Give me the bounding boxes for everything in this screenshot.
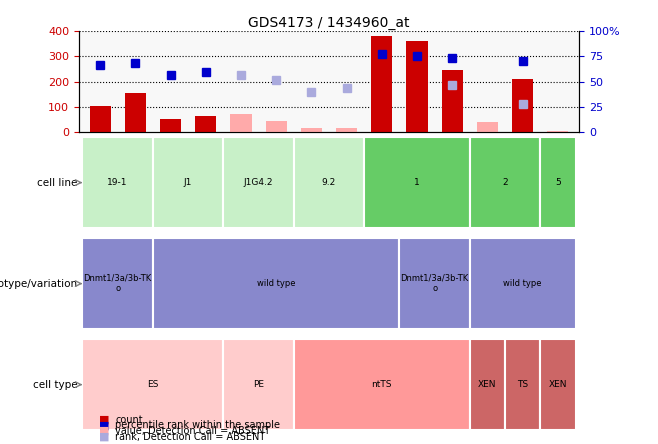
Text: rank, Detection Call = ABSENT: rank, Detection Call = ABSENT: [115, 432, 265, 442]
FancyBboxPatch shape: [505, 339, 540, 430]
Text: ■: ■: [99, 420, 109, 430]
Bar: [89, 106, 111, 132]
Bar: [407, 41, 428, 132]
Text: PE: PE: [253, 380, 264, 389]
Text: value, Detection Call = ABSENT: value, Detection Call = ABSENT: [115, 426, 270, 436]
Bar: [160, 119, 181, 132]
FancyBboxPatch shape: [399, 238, 470, 329]
Bar: [512, 79, 533, 132]
Text: cell type: cell type: [33, 380, 77, 390]
FancyBboxPatch shape: [82, 339, 223, 430]
FancyBboxPatch shape: [82, 238, 153, 329]
Text: Dnmt1/3a/3b-TK
o: Dnmt1/3a/3b-TK o: [401, 274, 468, 293]
Text: GDS4173 / 1434960_at: GDS4173 / 1434960_at: [248, 16, 410, 30]
Text: 5: 5: [555, 178, 561, 187]
FancyBboxPatch shape: [470, 137, 540, 228]
FancyBboxPatch shape: [153, 137, 223, 228]
FancyBboxPatch shape: [153, 238, 399, 329]
Text: J1G4.2: J1G4.2: [244, 178, 273, 187]
FancyBboxPatch shape: [470, 339, 505, 430]
Bar: [547, 131, 569, 132]
FancyBboxPatch shape: [540, 339, 576, 430]
FancyBboxPatch shape: [223, 339, 293, 430]
Bar: [477, 122, 498, 132]
FancyBboxPatch shape: [365, 137, 470, 228]
FancyBboxPatch shape: [293, 339, 470, 430]
Text: genotype/variation: genotype/variation: [0, 278, 77, 289]
Text: count: count: [115, 415, 143, 424]
Bar: [125, 93, 146, 132]
Text: cell line: cell line: [37, 178, 77, 188]
Text: wild type: wild type: [257, 279, 295, 288]
Text: ■: ■: [99, 426, 109, 436]
Bar: [230, 115, 251, 132]
Text: XEN: XEN: [549, 380, 567, 389]
Bar: [336, 128, 357, 132]
FancyBboxPatch shape: [223, 137, 293, 228]
Text: percentile rank within the sample: percentile rank within the sample: [115, 420, 280, 430]
Bar: [371, 36, 392, 132]
Text: ■: ■: [99, 415, 109, 424]
Text: ES: ES: [147, 380, 159, 389]
Text: ntTS: ntTS: [372, 380, 392, 389]
FancyBboxPatch shape: [470, 238, 576, 329]
Text: XEN: XEN: [478, 380, 497, 389]
Bar: [442, 70, 463, 132]
Bar: [195, 116, 216, 132]
Text: 1: 1: [414, 178, 420, 187]
Bar: [266, 121, 287, 132]
Text: Dnmt1/3a/3b-TK
o: Dnmt1/3a/3b-TK o: [84, 274, 152, 293]
Text: J1: J1: [184, 178, 192, 187]
FancyBboxPatch shape: [540, 137, 576, 228]
Text: 19-1: 19-1: [107, 178, 128, 187]
Text: 9.2: 9.2: [322, 178, 336, 187]
FancyBboxPatch shape: [293, 137, 365, 228]
FancyBboxPatch shape: [82, 137, 153, 228]
Text: TS: TS: [517, 380, 528, 389]
Text: wild type: wild type: [503, 279, 542, 288]
Bar: [301, 128, 322, 132]
Text: ■: ■: [99, 432, 109, 442]
Text: 2: 2: [502, 178, 508, 187]
